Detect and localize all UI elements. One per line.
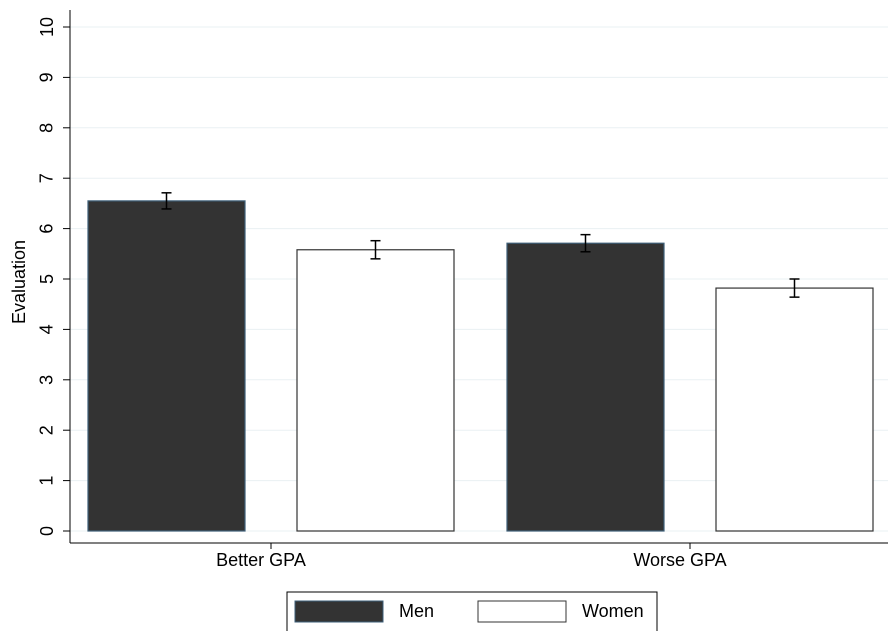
- bar: [506, 242, 665, 532]
- y-axis-label: Evaluation: [9, 240, 29, 324]
- y-tick-label: 0: [37, 526, 57, 536]
- y-tick-label: 7: [37, 173, 57, 183]
- legend-label: Men: [399, 601, 434, 621]
- y-tick-label: 10: [37, 17, 57, 37]
- y-tick-label: 9: [37, 72, 57, 82]
- y-tick-label: 8: [37, 123, 57, 133]
- y-tick-label: 5: [37, 274, 57, 284]
- y-tick-label: 2: [37, 425, 57, 435]
- legend-swatch: [294, 600, 384, 623]
- legend-label: Women: [582, 601, 644, 621]
- x-tick-label: Worse GPA: [633, 550, 726, 570]
- bar: [296, 249, 455, 532]
- legend-swatch: [477, 600, 567, 623]
- error-bar: [161, 192, 172, 210]
- y-tick-label: 1: [37, 476, 57, 486]
- error-bar: [789, 278, 800, 298]
- y-tick-label: 4: [37, 324, 57, 334]
- y-tick-label: 3: [37, 375, 57, 385]
- bar: [715, 287, 874, 532]
- x-tick-label: Better GPA: [216, 550, 306, 570]
- bar: [87, 200, 246, 532]
- error-bar: [580, 233, 591, 253]
- error-bar: [370, 239, 381, 260]
- y-tick-label: 6: [37, 224, 57, 234]
